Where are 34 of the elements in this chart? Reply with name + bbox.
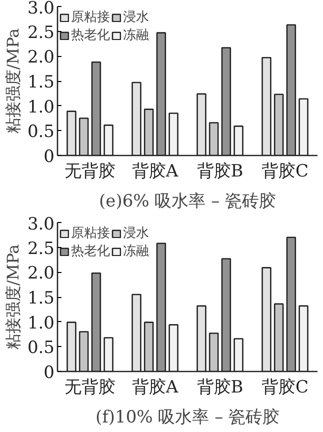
- legend-label: 原粘接: [71, 225, 111, 242]
- y-tick-label: 2.5: [27, 238, 55, 259]
- text: (f)10% 吸水率 – 瓷砖胶: [95, 408, 280, 428]
- y-tick-label: 3.0: [27, 0, 55, 18]
- y-tick-label: 1.0: [27, 97, 55, 118]
- text: (e)6% 吸水率 – 瓷砖胶: [98, 192, 276, 212]
- y-tick-label: 2.0: [27, 48, 55, 68]
- legend-label: 冻融: [123, 27, 150, 44]
- y-tick-label: 0.5: [27, 122, 55, 142]
- x-tick-label: 背胶A: [132, 378, 179, 398]
- x-tick-label: 背胶C: [261, 378, 309, 398]
- x-tick-label: 背胶B: [196, 378, 244, 398]
- y-tick-label: 0: [44, 147, 55, 167]
- y-tick-label: 2.5: [27, 22, 55, 43]
- y-tick-label: 2.0: [27, 264, 55, 284]
- x-tick-label: 无背胶: [64, 162, 116, 182]
- y-axis-title: 粘接强度/MPa: [3, 244, 22, 350]
- x-tick-label: 背胶A: [132, 162, 179, 182]
- legend-label: 热老化: [71, 27, 111, 44]
- legend-label: 冻融: [123, 243, 150, 260]
- y-tick-label: 0.5: [27, 338, 55, 358]
- y-tick-label: 0: [44, 363, 55, 383]
- y-tick-label: 3.0: [27, 214, 55, 234]
- y-tick-label: 1.0: [27, 313, 55, 334]
- legend-label: 浸水: [123, 9, 150, 26]
- y-axis-title: 粘接强度/MPa: [3, 28, 22, 134]
- legend-label: 热老化: [71, 243, 111, 260]
- x-tick-label: 无背胶: [64, 378, 116, 398]
- y-tick-label: 1.5: [27, 72, 55, 92]
- x-tick-label: 背胶C: [261, 162, 309, 182]
- legend-label: 浸水: [123, 225, 150, 242]
- y-tick-label: 1.5: [27, 288, 55, 308]
- legend-label: 原粘接: [71, 9, 111, 26]
- x-tick-label: 背胶B: [196, 162, 244, 182]
